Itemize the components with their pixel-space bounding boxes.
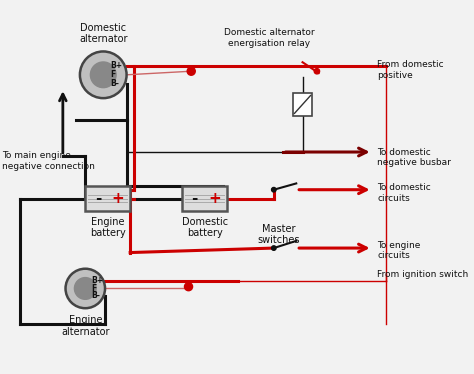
Circle shape <box>314 68 319 74</box>
Text: To domestic
circuits: To domestic circuits <box>377 183 431 203</box>
Text: Master
switches: Master switches <box>257 224 300 245</box>
Circle shape <box>74 278 96 299</box>
Bar <box>182 186 227 211</box>
Text: B-: B- <box>91 291 100 300</box>
Circle shape <box>65 269 105 308</box>
Text: To engine
circuits: To engine circuits <box>377 241 420 260</box>
Text: Domestic alternator
energisation relay: Domestic alternator energisation relay <box>224 28 315 47</box>
Text: -: - <box>191 191 198 206</box>
Text: From domestic
positive: From domestic positive <box>377 61 444 80</box>
Text: +: + <box>111 191 124 206</box>
Text: B+: B+ <box>91 276 103 285</box>
Circle shape <box>184 283 192 291</box>
Text: Domestic
battery: Domestic battery <box>182 217 228 238</box>
Text: F: F <box>91 284 96 293</box>
Bar <box>85 186 130 211</box>
Text: To domestic
negative busbar: To domestic negative busbar <box>377 147 451 167</box>
Text: To main engine
negative connection: To main engine negative connection <box>2 151 95 171</box>
Circle shape <box>80 52 127 98</box>
Text: B-: B- <box>110 79 119 88</box>
Circle shape <box>187 67 195 75</box>
Circle shape <box>272 187 276 192</box>
Text: Engine
battery: Engine battery <box>90 217 126 238</box>
Text: +: + <box>208 191 221 206</box>
Circle shape <box>272 246 276 250</box>
Text: F: F <box>110 70 116 79</box>
Circle shape <box>91 62 116 88</box>
Text: From ignition switch: From ignition switch <box>377 270 468 279</box>
Text: B+: B+ <box>110 61 122 70</box>
Bar <box>292 93 312 116</box>
Text: Engine
alternator: Engine alternator <box>61 315 109 337</box>
Text: Domestic
alternator: Domestic alternator <box>79 23 128 44</box>
Text: -: - <box>95 191 101 206</box>
